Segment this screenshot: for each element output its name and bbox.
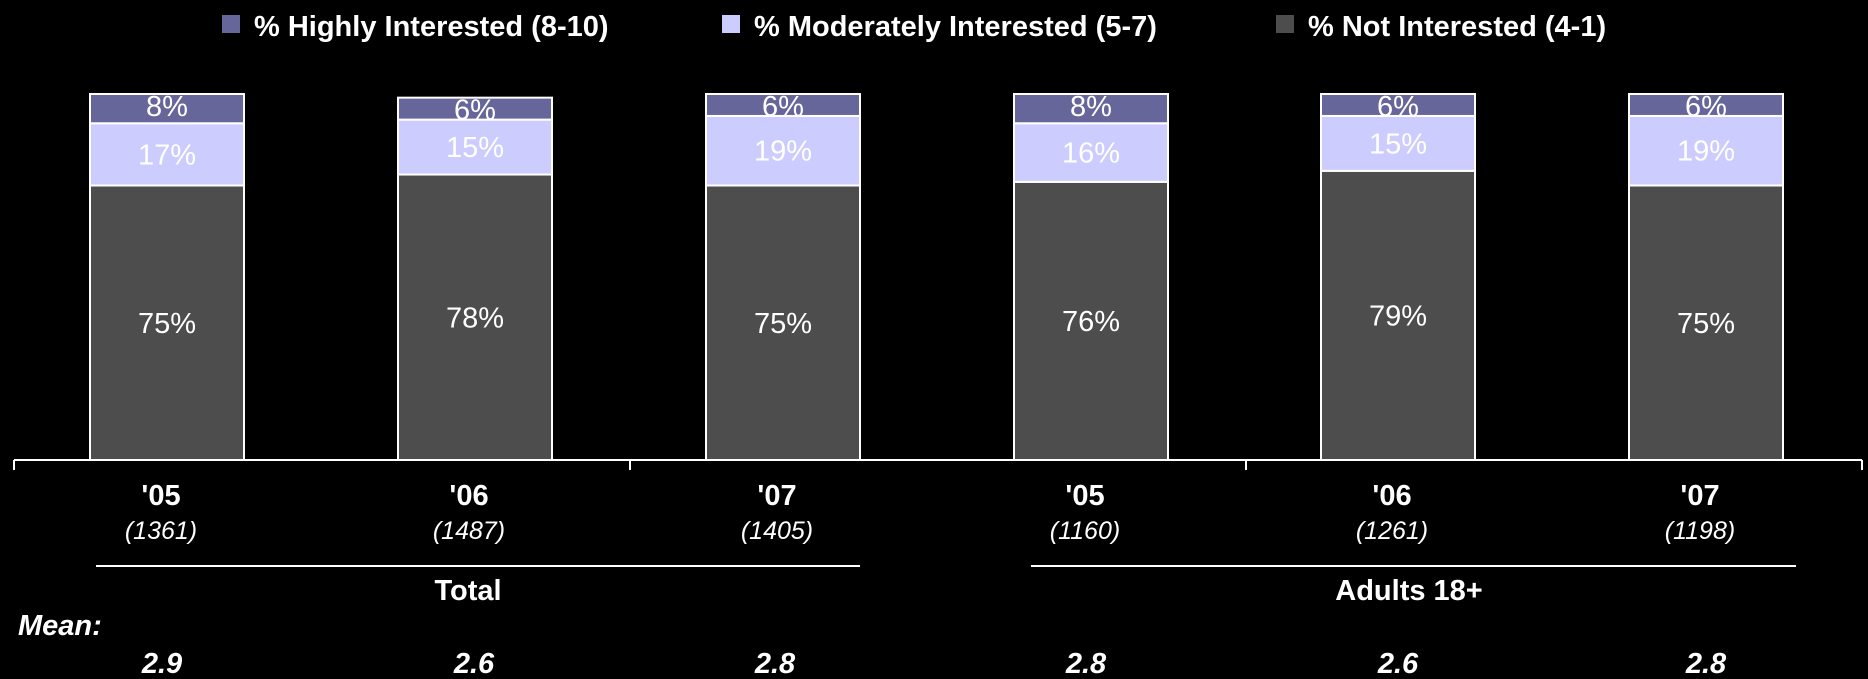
bar-segment <box>1628 184 1784 461</box>
data-label: 6% <box>1377 91 1419 123</box>
legend-swatch <box>222 15 240 33</box>
bar-segment <box>1013 180 1169 461</box>
bar-segment <box>89 184 245 461</box>
sample-size-label: (1198) <box>1665 517 1735 545</box>
mean-value: 2.8 <box>1065 648 1107 679</box>
bar-segment <box>89 122 245 187</box>
sample-size-label: (1261) <box>1356 517 1428 545</box>
bar-segment <box>89 93 245 125</box>
data-label: 15% <box>1369 128 1427 160</box>
bar-segment <box>397 96 553 121</box>
category-label: '06 <box>1372 480 1411 512</box>
data-label: 76% <box>1062 306 1120 338</box>
legend-swatch <box>1276 15 1294 33</box>
bar-segment <box>397 173 553 462</box>
data-label: 8% <box>1070 91 1112 123</box>
sample-size-label: (1361) <box>125 517 197 545</box>
category-label: '07 <box>1680 480 1719 512</box>
bar-segment <box>705 114 861 187</box>
mean-value: 2.8 <box>754 648 796 679</box>
data-label: 75% <box>754 308 812 340</box>
data-label: 6% <box>762 91 804 123</box>
sample-size-label: (1487) <box>433 517 505 545</box>
sample-size-label: (1405) <box>741 517 813 545</box>
data-label: 8% <box>146 91 188 123</box>
data-label: 17% <box>138 139 196 171</box>
mean-value: 2.8 <box>1685 648 1727 679</box>
category-label: '07 <box>757 480 796 512</box>
mean-value: 2.9 <box>141 648 182 679</box>
mean-title: Mean: <box>18 610 102 642</box>
bar-segment <box>397 118 553 176</box>
category-label: '05 <box>1065 480 1104 512</box>
mean-value: 2.6 <box>453 648 495 679</box>
legend-swatch <box>722 15 740 33</box>
category-label: '05 <box>141 480 180 512</box>
data-label: 15% <box>446 132 504 164</box>
data-label: 79% <box>1369 300 1427 332</box>
legend-label: % Moderately Interested (5-7) <box>754 11 1157 43</box>
bar-segment <box>705 93 861 117</box>
bar-segment <box>1628 114 1784 187</box>
data-label: 6% <box>1685 91 1727 123</box>
bar-segment <box>1013 93 1169 125</box>
legend-label: % Highly Interested (8-10) <box>254 11 609 43</box>
data-label: 19% <box>754 136 812 168</box>
category-label: '06 <box>449 480 488 512</box>
data-label: 19% <box>1677 136 1735 168</box>
data-label: 75% <box>138 308 196 340</box>
group-label: Adults 18+ <box>1335 575 1482 607</box>
data-label: 6% <box>454 95 496 127</box>
bar-segment <box>1320 93 1476 117</box>
legend-label: % Not Interested (4-1) <box>1308 11 1606 43</box>
mean-value: 2.6 <box>1377 648 1419 679</box>
data-label: 16% <box>1062 138 1120 170</box>
bar-segment <box>1320 169 1476 462</box>
sample-size-label: (1160) <box>1050 517 1120 545</box>
data-label: 75% <box>1677 308 1735 340</box>
bar-segment <box>1628 93 1784 117</box>
group-label: Total <box>434 575 501 607</box>
data-label: 78% <box>446 302 504 334</box>
